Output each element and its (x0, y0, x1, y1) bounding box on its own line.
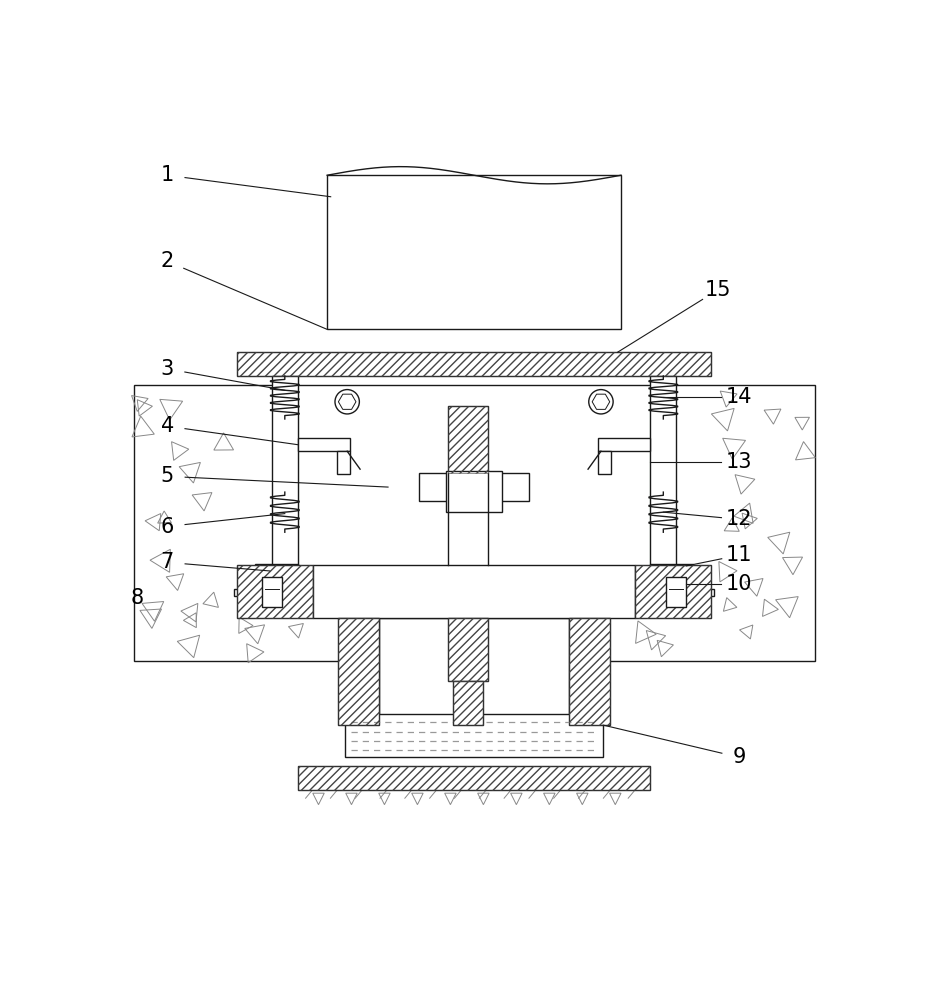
Bar (299, 766, 649, 790)
Text: 14: 14 (726, 387, 753, 407)
Bar (272, 376, 298, 577)
Bar (299, 766, 649, 790)
Bar (453, 681, 484, 725)
Bar (449, 618, 488, 681)
Bar (569, 618, 610, 725)
Bar (345, 714, 603, 757)
Text: 7: 7 (161, 552, 174, 572)
Text: 8: 8 (130, 588, 143, 608)
Text: 12: 12 (726, 509, 753, 529)
Bar (453, 681, 484, 725)
Polygon shape (339, 394, 356, 409)
Bar (238, 565, 313, 618)
Bar (449, 618, 488, 681)
Bar (635, 565, 710, 618)
Bar (635, 565, 710, 618)
Bar (313, 565, 635, 618)
Text: 13: 13 (726, 452, 753, 472)
Polygon shape (592, 394, 610, 409)
Circle shape (335, 390, 359, 414)
Bar (238, 352, 710, 376)
Bar (449, 406, 488, 473)
Text: 2: 2 (161, 251, 174, 271)
Bar (646, 589, 714, 596)
Bar (133, 385, 815, 661)
Bar (255, 564, 299, 577)
Text: 9: 9 (733, 747, 746, 767)
Text: 15: 15 (705, 280, 731, 300)
Bar (299, 438, 350, 451)
Bar (262, 577, 282, 607)
Bar (238, 565, 313, 618)
Bar (238, 352, 710, 376)
Bar (449, 406, 488, 473)
Bar (338, 618, 379, 725)
Text: 11: 11 (726, 545, 753, 565)
Text: 4: 4 (161, 416, 174, 436)
Bar (446, 471, 502, 512)
Bar (338, 618, 379, 725)
Bar (337, 451, 350, 474)
Bar (649, 564, 693, 577)
Text: 6: 6 (161, 517, 174, 537)
Bar (419, 473, 529, 501)
Bar (650, 376, 676, 577)
Text: 10: 10 (726, 574, 753, 594)
Bar (569, 618, 610, 725)
Bar (234, 589, 302, 596)
Circle shape (589, 390, 613, 414)
Text: 1: 1 (161, 165, 174, 185)
Bar (598, 451, 611, 474)
Bar (327, 175, 621, 329)
Bar (379, 618, 569, 725)
Text: 3: 3 (161, 359, 174, 379)
Bar (666, 577, 686, 607)
Bar (598, 438, 649, 451)
Text: 5: 5 (161, 466, 174, 486)
